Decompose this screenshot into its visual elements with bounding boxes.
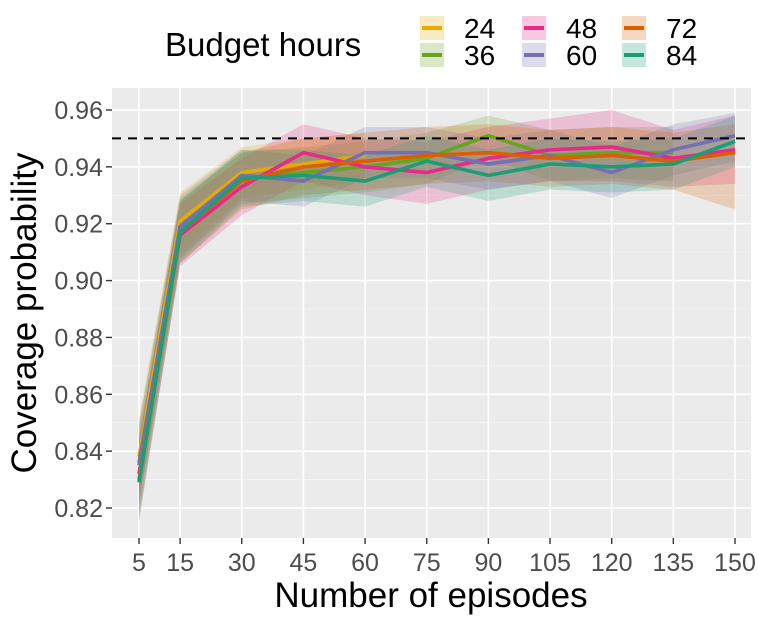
x-tick-label: 15 <box>166 549 194 577</box>
legend-label-36: 36 <box>464 40 495 71</box>
y-axis-title: Coverage probability <box>5 152 44 474</box>
legend-label-48: 48 <box>566 13 597 44</box>
grid-lines <box>112 88 751 538</box>
x-tick-label: 75 <box>413 549 441 577</box>
legend-label-24: 24 <box>464 13 495 44</box>
y-tick-label: 0.82 <box>54 495 103 523</box>
x-tick-label: 5 <box>132 549 146 577</box>
legend-label-72: 72 <box>666 13 697 44</box>
series-line-84 <box>137 139 736 483</box>
legend-title: Budget hours <box>165 26 361 63</box>
x-axis-title: Number of episodes <box>274 576 587 615</box>
x-tick-label: 90 <box>474 549 502 577</box>
y-tick-label: 0.96 <box>54 97 103 125</box>
legend-label-60: 60 <box>566 40 597 71</box>
x-tick-label: 120 <box>591 549 633 577</box>
y-tick-label: 0.86 <box>54 381 103 409</box>
x-tick-label: 105 <box>529 549 571 577</box>
series-line-48 <box>137 145 736 475</box>
y-tick-label: 0.84 <box>54 438 103 466</box>
x-tick-label: 45 <box>290 549 318 577</box>
x-tick-label: 150 <box>714 549 756 577</box>
y-axis-ticks: 0.82 0.84 0.86 0.88 0.90 0.92 0.94 0.96 <box>54 97 112 523</box>
y-tick-label: 0.88 <box>54 324 103 352</box>
series-lines <box>137 133 736 483</box>
confidence-band-60 <box>139 112 735 506</box>
x-tick-label: 30 <box>228 549 256 577</box>
y-tick-label: 0.94 <box>54 154 103 182</box>
y-tick-label: 0.90 <box>54 268 103 296</box>
legend-label-84: 84 <box>666 40 697 71</box>
x-tick-label: 60 <box>351 549 379 577</box>
y-tick-label: 0.92 <box>54 211 103 239</box>
x-tick-label: 135 <box>652 549 694 577</box>
x-axis-ticks: 5 15 30 45 60 75 90 105 120 135 150 <box>132 538 756 577</box>
